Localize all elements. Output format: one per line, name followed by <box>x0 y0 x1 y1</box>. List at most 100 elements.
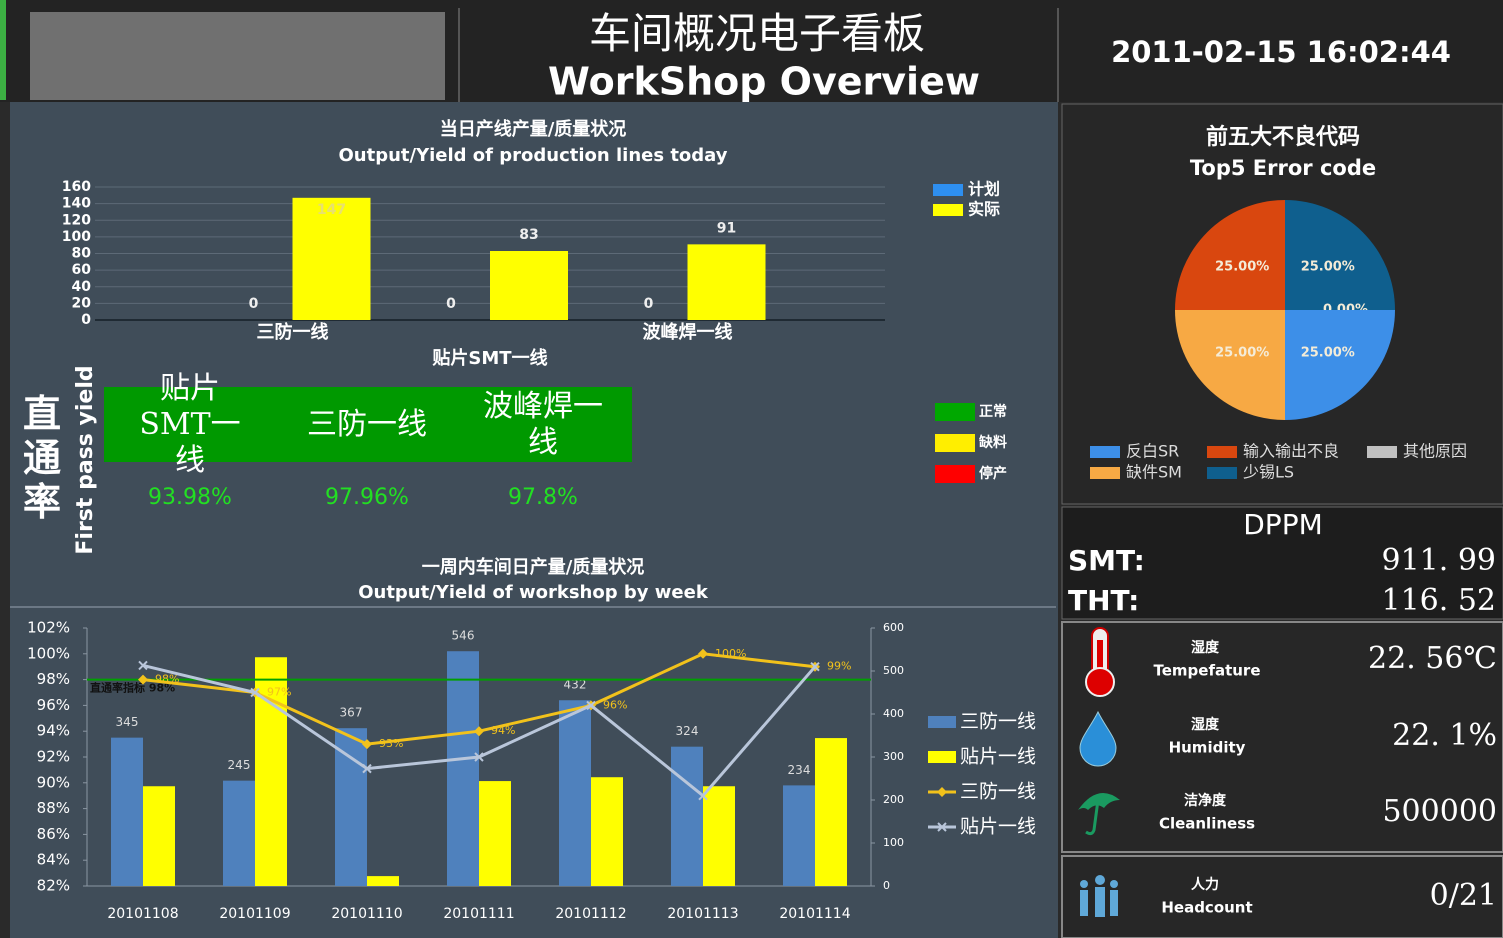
yield-line-name: 贴片SMT一线 <box>115 371 265 478</box>
yield-bar <box>104 387 632 462</box>
chart-title: 前五大不良代码 <box>1206 124 1360 150</box>
y-tick-label: 120 <box>62 212 91 228</box>
value-label: 97% <box>267 686 291 699</box>
y-tick-label: 98% <box>37 670 70 688</box>
env-panel <box>1061 621 1503 853</box>
yield-line-name-text: 三防一线 <box>307 406 427 442</box>
legend-label: 正常 <box>979 403 1007 420</box>
yield-rate: 97.96% <box>325 485 409 510</box>
legend-label: 计划 <box>968 180 1000 199</box>
dppm-panel <box>1061 506 1503 620</box>
chart-title: 当日产线产量/质量状况 <box>440 118 627 140</box>
env-label-cn: 洁净度 <box>1184 792 1227 809</box>
x-tick-label: 波峰焊一线 <box>643 321 733 343</box>
yield-title: 直通率 <box>22 391 61 524</box>
legend-swatch <box>1207 446 1237 458</box>
y-tick-label: 0 <box>81 312 91 328</box>
legend-swatch <box>928 716 956 728</box>
bar <box>143 786 175 886</box>
value-label: 94% <box>491 724 515 737</box>
pie-slice <box>1175 310 1285 420</box>
x-tick-label: 20101110 <box>331 906 402 922</box>
y2-tick-label: 400 <box>883 707 904 720</box>
dppm-label: SMT: <box>1068 544 1145 577</box>
yield-line-name: 波峰焊一线 <box>468 387 618 462</box>
marker <box>138 660 148 671</box>
legend-swatch <box>933 204 963 216</box>
legend-label: 贴片一线 <box>960 746 1036 768</box>
y-tick-label: 160 <box>62 179 91 195</box>
header-subtitle: WorkShop Overview <box>548 60 980 104</box>
chart-subtitle: Top5 Error code <box>1190 156 1376 180</box>
y-tick-label: 88% <box>37 799 70 817</box>
bar <box>335 728 367 886</box>
y-tick-label: 92% <box>37 748 70 766</box>
value-label: 234 <box>788 763 811 777</box>
yield-subtitle: First pass yield <box>73 365 98 554</box>
bar <box>223 780 255 886</box>
bar <box>292 197 371 320</box>
y2-tick-label: 100 <box>883 836 904 849</box>
x-tick-label: 20101113 <box>667 906 738 922</box>
env-value: 22. 56℃ <box>1368 641 1497 676</box>
marker <box>250 687 260 698</box>
bar <box>490 251 568 320</box>
value-label: 432 <box>564 678 587 692</box>
marker <box>698 648 708 659</box>
left-panel <box>10 102 1058 938</box>
y-tick-label: 100 <box>62 229 91 245</box>
pie-label: 25.00% <box>1215 345 1269 360</box>
dppm-value: 911. 99 <box>1381 543 1496 578</box>
y-tick-label: 100% <box>27 644 70 662</box>
dppm-label: THT: <box>1068 584 1139 617</box>
value-label: 98% <box>155 673 179 686</box>
legend-swatch <box>935 434 975 452</box>
marker <box>937 787 947 797</box>
y-tick-label: 20 <box>72 295 92 311</box>
headcount-panel <box>1061 855 1503 938</box>
x-tick-label: 20101112 <box>555 906 626 922</box>
dppm-title: DPPM <box>1243 508 1323 541</box>
x-tick-label: 20101109 <box>219 906 290 922</box>
legend-label: 缺料 <box>979 434 1007 451</box>
bar <box>687 244 766 320</box>
yield-rate: 93.98% <box>148 485 232 510</box>
marker <box>810 661 820 672</box>
bar <box>671 746 703 886</box>
legend-swatch <box>1090 446 1120 458</box>
y-tick-label: 96% <box>37 696 70 714</box>
yield-rate: 97.8% <box>508 485 578 510</box>
bar <box>783 785 815 886</box>
legend-label: 输入输出不良 <box>1243 442 1339 461</box>
y2-tick-label: 600 <box>883 621 904 634</box>
logo-box <box>30 12 445 100</box>
bar <box>447 651 479 886</box>
bar <box>111 737 143 886</box>
y-tick-label: 102% <box>27 619 70 637</box>
value-label: 0 <box>644 296 654 312</box>
legend-label: 停产 <box>979 465 1007 482</box>
marker <box>362 739 372 750</box>
env-value: 500000 <box>1382 794 1497 829</box>
x-tick-label: 20101108 <box>107 906 178 922</box>
bar <box>479 781 511 886</box>
env-value: 22. 1% <box>1392 718 1497 753</box>
legend-label: 少锡LS <box>1243 463 1294 482</box>
bar <box>367 876 399 886</box>
y-tick-label: 86% <box>37 825 70 843</box>
legend-swatch <box>928 751 956 763</box>
legend-label: 三防一线 <box>960 781 1036 803</box>
env-label-en: Headcount <box>1161 899 1252 917</box>
value-label: 91 <box>717 220 736 236</box>
yield-line-name-text: 贴片SMT一线 <box>139 370 241 478</box>
legend-label: 缺件SM <box>1126 463 1182 482</box>
y-tick-label: 40 <box>72 279 92 295</box>
legend-swatch <box>933 184 963 196</box>
target-label: 直通率指标 98% <box>90 681 175 695</box>
pie-label: 25.00% <box>1301 345 1355 360</box>
x-tick-label: 贴片SMT一线 <box>432 347 547 369</box>
y-tick-label: 140 <box>62 196 91 212</box>
y-tick-label: 90% <box>37 773 70 791</box>
value-label: 245 <box>228 758 251 772</box>
